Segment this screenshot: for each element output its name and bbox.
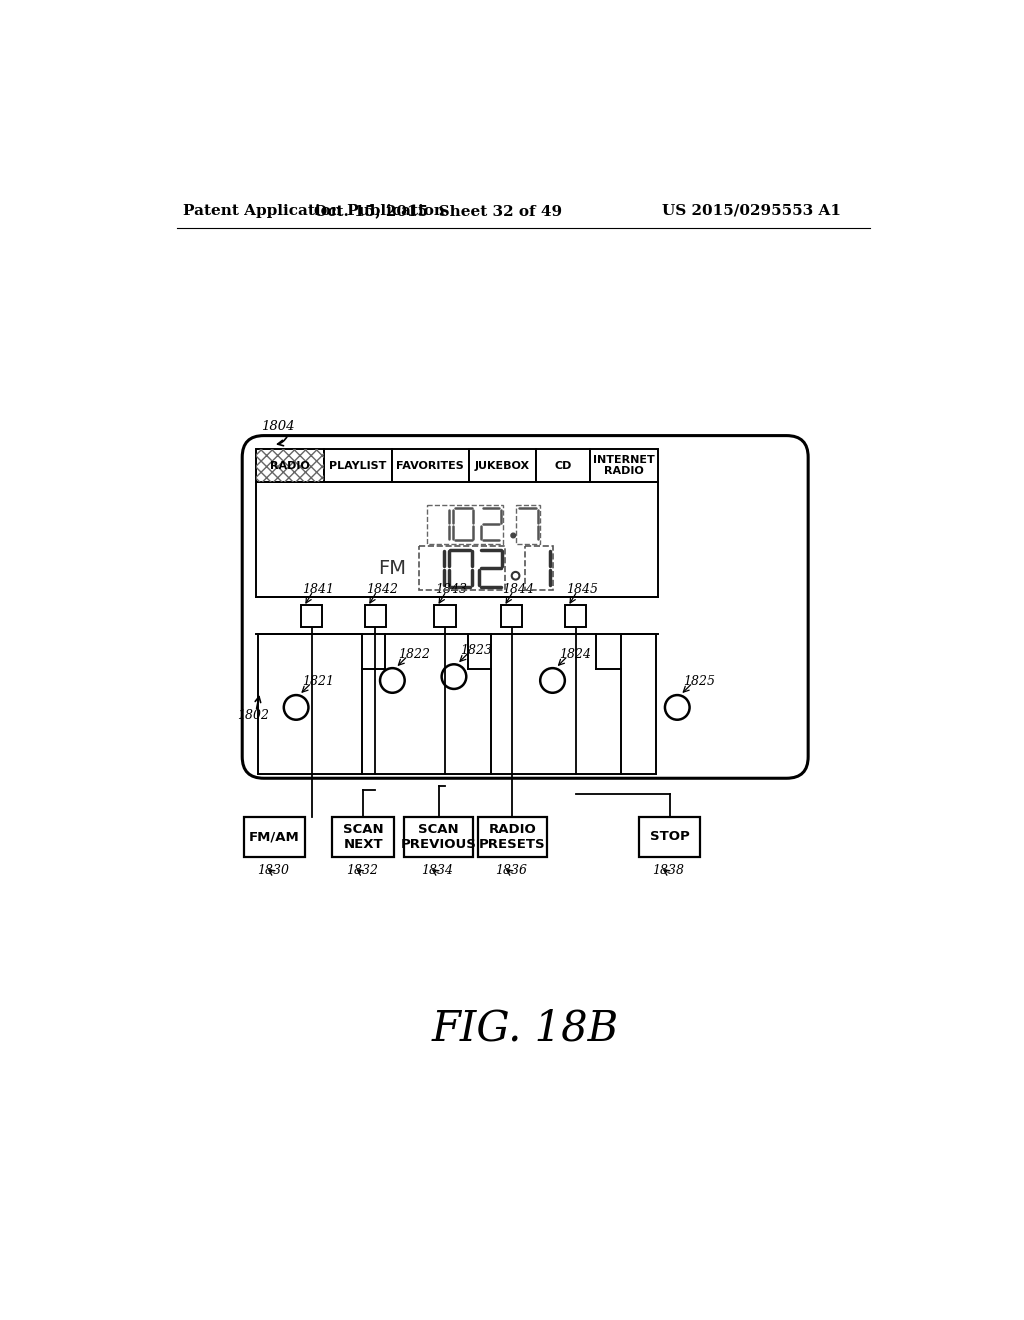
Bar: [537, 449, 590, 482]
Text: 1842: 1842: [367, 583, 398, 597]
Text: 1844: 1844: [503, 583, 535, 597]
Bar: [516, 504, 540, 544]
Text: 1836: 1836: [496, 863, 527, 876]
Text: 1843: 1843: [435, 583, 468, 597]
Text: FM: FM: [378, 558, 407, 578]
Text: RADIO
PRESETS: RADIO PRESETS: [479, 822, 546, 851]
Text: 1821: 1821: [302, 675, 334, 688]
Text: 1823: 1823: [460, 644, 493, 657]
Text: 1845: 1845: [566, 583, 598, 597]
Bar: [256, 449, 324, 482]
FancyBboxPatch shape: [243, 436, 808, 779]
Text: FM/AM: FM/AM: [249, 830, 300, 843]
Text: Oct. 15, 2015  Sheet 32 of 49: Oct. 15, 2015 Sheet 32 of 49: [314, 203, 562, 218]
Text: 1834: 1834: [422, 863, 454, 876]
Bar: [324, 449, 391, 482]
Bar: [565, 605, 587, 627]
Text: JUKEBOX: JUKEBOX: [475, 461, 530, 471]
Text: 1804: 1804: [261, 420, 295, 433]
Text: 1838: 1838: [652, 863, 685, 876]
Text: 1825: 1825: [683, 675, 716, 688]
Text: CD: CD: [555, 461, 572, 471]
Bar: [365, 605, 386, 627]
Bar: [244, 817, 305, 857]
Bar: [256, 482, 658, 597]
Text: 1830: 1830: [258, 863, 290, 876]
Bar: [333, 817, 394, 857]
Text: SCAN
PREVIOUS: SCAN PREVIOUS: [400, 822, 476, 851]
Text: PLAYLIST: PLAYLIST: [329, 461, 386, 471]
Bar: [391, 449, 469, 482]
Text: FIG. 18B: FIG. 18B: [431, 1007, 618, 1049]
Bar: [501, 605, 522, 627]
Text: RADIO: RADIO: [270, 461, 310, 471]
Bar: [469, 449, 537, 482]
Bar: [256, 449, 324, 482]
Text: 1822: 1822: [398, 648, 430, 661]
Bar: [427, 504, 503, 544]
Text: 1824: 1824: [559, 648, 591, 661]
Bar: [301, 605, 323, 627]
Text: Patent Application Publication: Patent Application Publication: [183, 203, 444, 218]
Bar: [639, 817, 700, 857]
Text: INTERNET
RADIO: INTERNET RADIO: [593, 455, 655, 477]
Bar: [403, 817, 473, 857]
Bar: [590, 449, 658, 482]
Bar: [434, 605, 456, 627]
Text: SCAN
NEXT: SCAN NEXT: [343, 822, 383, 851]
Bar: [419, 546, 505, 590]
Text: 1832: 1832: [346, 863, 378, 876]
Bar: [524, 546, 553, 590]
Text: 1802: 1802: [237, 709, 269, 722]
Text: US 2015/0295553 A1: US 2015/0295553 A1: [662, 203, 841, 218]
Text: 1841: 1841: [302, 583, 334, 597]
Text: FAVORITES: FAVORITES: [396, 461, 464, 471]
Circle shape: [511, 533, 515, 537]
Text: STOP: STOP: [649, 830, 689, 843]
Bar: [478, 817, 547, 857]
